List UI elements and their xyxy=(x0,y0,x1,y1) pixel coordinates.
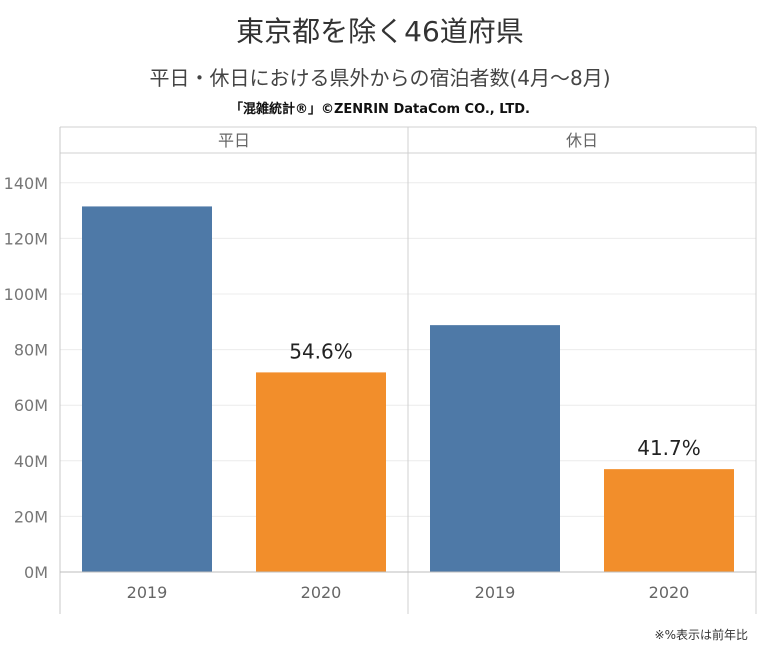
data-label: 54.6% xyxy=(289,339,353,363)
panel-label: 休日 xyxy=(566,131,598,150)
x-tick-label: 2019 xyxy=(475,583,516,602)
y-tick-label: 0M xyxy=(24,563,48,582)
y-tick-label: 140M xyxy=(4,174,48,193)
chart-title: 東京都を除く46道府県 xyxy=(236,15,524,48)
y-tick-label: 100M xyxy=(4,285,48,304)
x-tick-label: 2019 xyxy=(127,583,168,602)
x-tick-label: 2020 xyxy=(301,583,342,602)
data-label: 41.7% xyxy=(637,436,701,460)
y-tick-label: 60M xyxy=(14,396,48,415)
panel-label: 平日 xyxy=(218,131,250,150)
bar xyxy=(430,325,560,572)
y-tick-label: 80M xyxy=(14,341,48,360)
x-tick-label: 2020 xyxy=(649,583,690,602)
y-tick-label: 20M xyxy=(14,507,48,526)
bar xyxy=(604,469,734,572)
y-tick-label: 40M xyxy=(14,452,48,471)
bar xyxy=(256,372,386,572)
bar xyxy=(82,206,212,572)
y-tick-label: 120M xyxy=(4,229,48,248)
data-credit: 「混雑統計®」©ZENRIN DataCom CO., LTD. xyxy=(230,102,530,117)
chart-subtitle: 平日・休日における県外からの宿泊者数(4月～8月) xyxy=(149,66,611,90)
footnote: ※%表示は前年比 xyxy=(654,628,748,642)
